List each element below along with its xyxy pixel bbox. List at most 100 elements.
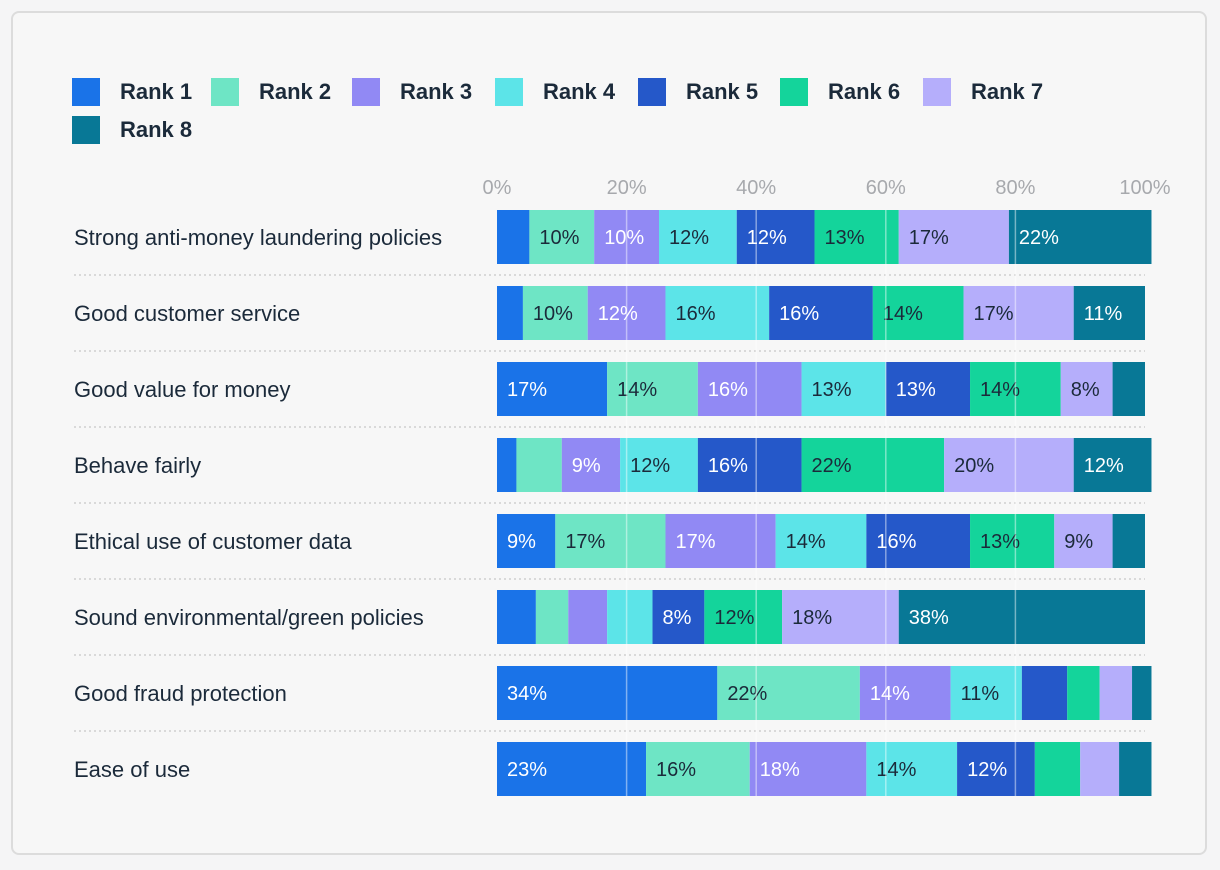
bar-segment-good-fraud-protection-rank-3 — [859, 666, 951, 720]
data-label: 9% — [507, 531, 536, 553]
x-tick-label: 20% — [607, 177, 647, 199]
bar-segment-ease-of-use-rank-7 — [1080, 742, 1120, 796]
bar-segment-good-value-for-money-rank-5 — [885, 362, 971, 416]
bar-segment-ethical-use-of-customer-data-rank-1 — [497, 514, 556, 568]
data-label: 8% — [1071, 379, 1100, 401]
bar-segment-ethical-use-of-customer-data-rank-3 — [665, 514, 776, 568]
bar-segment-ease-of-use-rank-4 — [866, 742, 958, 796]
bar-segment-good-fraud-protection-rank-1 — [497, 666, 718, 720]
legend-swatch — [495, 78, 523, 106]
legend-swatch — [780, 78, 808, 106]
bar-segment-good-fraud-protection-rank-6 — [1067, 666, 1100, 720]
category-label: Good value for money — [74, 377, 290, 402]
bar-segment-sound-environmental-green-policies-rank-5 — [652, 590, 705, 644]
bar-segment-behave-fairly-rank-8 — [1073, 438, 1152, 492]
data-label: 12% — [1084, 455, 1124, 477]
bar-segment-ethical-use-of-customer-data-rank-2 — [555, 514, 666, 568]
bar-segment-good-value-for-money-rank-6 — [970, 362, 1061, 416]
data-label: 12% — [967, 759, 1007, 781]
bar-segment-good-customer-service-rank-2 — [522, 286, 588, 340]
bar-segment-sound-environmental-green-policies-rank-7 — [782, 590, 899, 644]
data-label: 10% — [539, 227, 579, 249]
data-label: 16% — [675, 303, 715, 325]
legend-swatch — [923, 78, 951, 106]
bar-segment-good-value-for-money-rank-7 — [1060, 362, 1113, 416]
bar-segment-ethical-use-of-customer-data-rank-7 — [1054, 514, 1113, 568]
data-label: 16% — [779, 303, 819, 325]
bar-segment-good-customer-service-rank-7 — [963, 286, 1074, 340]
bar-segment-behave-fairly-rank-3 — [561, 438, 621, 492]
bar-segment-ease-of-use-rank-8 — [1119, 742, 1152, 796]
category-label: Good fraud protection — [74, 681, 287, 706]
x-tick-label: 100% — [1119, 177, 1170, 199]
category-label: Sound environmental/green policies — [74, 605, 424, 630]
bar-segment-good-customer-service-rank-8 — [1073, 286, 1145, 340]
bar-segment-strong-anti-money-laundering-policies-rank-8 — [1008, 210, 1152, 264]
legend-label: Rank 8 — [120, 117, 193, 142]
bar-segment-ethical-use-of-customer-data-rank-5 — [866, 514, 971, 568]
data-label: 14% — [617, 379, 657, 401]
data-label: 13% — [825, 227, 865, 249]
legend-label: Rank 5 — [686, 79, 759, 104]
bar-segment-sound-environmental-green-policies-rank-4 — [607, 590, 653, 644]
bar-segment-ease-of-use-rank-5 — [957, 742, 1035, 796]
legend-label: Rank 3 — [400, 79, 473, 104]
data-label: 10% — [533, 303, 573, 325]
bar-segment-good-value-for-money-rank-2 — [607, 362, 698, 416]
bar-segment-good-fraud-protection-rank-7 — [1099, 666, 1133, 720]
bar-segment-good-value-for-money-rank-4 — [801, 362, 886, 416]
legend-label: Rank 1 — [120, 79, 193, 104]
data-label: 12% — [669, 227, 709, 249]
bar-segment-strong-anti-money-laundering-policies-rank-5 — [736, 210, 815, 264]
data-label: 20% — [954, 455, 994, 477]
bar-segment-ease-of-use-rank-3 — [749, 742, 867, 796]
legend-label: Rank 2 — [259, 79, 332, 104]
bar-segment-strong-anti-money-laundering-policies-rank-1 — [497, 210, 530, 264]
legend-label: Rank 7 — [971, 79, 1044, 104]
data-label: 23% — [507, 759, 547, 781]
x-tick-label: 40% — [736, 177, 776, 199]
bar-segment-strong-anti-money-laundering-policies-rank-3 — [594, 210, 659, 264]
bar-segment-strong-anti-money-laundering-policies-rank-4 — [659, 210, 737, 264]
data-label: 13% — [980, 531, 1020, 553]
data-label: 12% — [630, 455, 670, 477]
bar-segment-behave-fairly-rank-5 — [697, 438, 802, 492]
data-label: 10% — [604, 227, 644, 249]
data-label: 16% — [708, 379, 748, 401]
data-label: 22% — [812, 455, 852, 477]
bar-segment-behave-fairly-rank-1 — [497, 438, 517, 492]
bar-segment-good-customer-service-rank-1 — [497, 286, 523, 340]
bar-segment-ease-of-use-rank-1 — [497, 742, 647, 796]
bar-segment-good-fraud-protection-rank-8 — [1132, 666, 1152, 720]
chart-legend: Rank 1 Rank 2 Rank 3 Rank 4 Rank 5 Rank 6 Rank… — [0, 0, 1220, 150]
data-label: 22% — [727, 683, 767, 705]
bar-segment-ethical-use-of-customer-data-rank-6 — [970, 514, 1055, 568]
bar-segment-sound-environmental-green-policies-rank-1 — [497, 590, 536, 644]
bar-segment-good-fraud-protection-rank-5 — [1021, 666, 1068, 720]
bar-segment-behave-fairly-rank-2 — [516, 438, 562, 492]
data-label: 14% — [876, 759, 916, 781]
bar-segment-strong-anti-money-laundering-policies-rank-2 — [529, 210, 595, 264]
bar-segment-ethical-use-of-customer-data-rank-8 — [1112, 514, 1145, 568]
bar-segment-sound-environmental-green-policies-rank-8 — [898, 590, 1145, 644]
bar-segment-good-fraud-protection-rank-4 — [950, 666, 1022, 720]
bar-segment-strong-anti-money-laundering-policies-rank-7 — [898, 210, 1009, 264]
legend-swatch — [72, 78, 100, 106]
data-label: 17% — [507, 379, 547, 401]
bar-segment-good-customer-service-rank-4 — [665, 286, 770, 340]
data-label: 11% — [961, 683, 1000, 705]
bar-segment-strong-anti-money-laundering-policies-rank-6 — [814, 210, 899, 264]
bar-segment-good-customer-service-rank-3 — [587, 286, 666, 340]
bar-segment-good-customer-service-rank-6 — [872, 286, 964, 340]
data-label: 14% — [786, 531, 826, 553]
data-label: 17% — [974, 303, 1014, 325]
data-label: 17% — [909, 227, 949, 249]
x-tick-label: 80% — [995, 177, 1035, 199]
legend-swatch — [352, 78, 380, 106]
data-label: 16% — [708, 455, 748, 477]
data-label: 9% — [572, 455, 601, 477]
category-label: Behave fairly — [74, 453, 201, 478]
legend-swatch — [211, 78, 239, 106]
data-label: 8% — [663, 607, 692, 629]
